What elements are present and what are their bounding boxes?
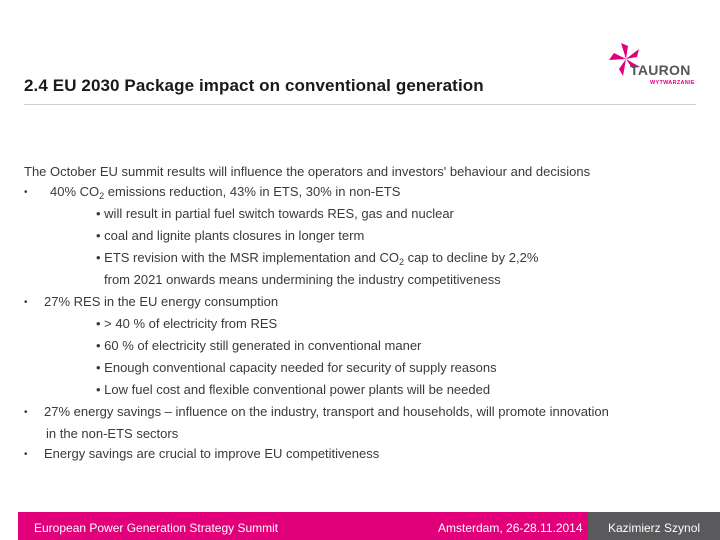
tauron-star-icon — [609, 43, 640, 76]
bullet-1: 40% CO2 emissions reduction, 43% in ETS,… — [50, 184, 401, 201]
bullet-1-sub-1: • will result in partial fuel switch tow… — [96, 206, 454, 221]
footer-pink-band — [18, 512, 588, 540]
title-divider — [24, 104, 696, 105]
slide-title: 2.4 EU 2030 Package impact on convention… — [24, 76, 484, 95]
bullet-1-sub-3: • ETS revision with the MSR implementati… — [96, 250, 539, 267]
logo-wordmark: TAURON — [630, 62, 691, 78]
tauron-logo: TAURON WYTWARZANIE — [606, 40, 702, 92]
footer-place-date: Amsterdam, 26-28.11.2014 — [438, 521, 583, 535]
footer-speaker: Kazimierz Szynol — [608, 521, 701, 535]
bullet-4-marker: • — [24, 449, 28, 460]
bullet-2-sub-1: • > 40 % of electricity from RES — [96, 316, 278, 331]
bullet-2-sub-4: • Low fuel cost and flexible conventiona… — [96, 382, 491, 397]
logo-subtitle: WYTWARZANIE — [650, 80, 695, 86]
footer-bar: European Power Generation Strategy Summi… — [0, 512, 720, 540]
bullet-2-marker: • — [24, 297, 28, 308]
bullet-4: Energy savings are crucial to improve EU… — [44, 446, 380, 461]
bullet-3-cont: in the non-ETS sectors — [46, 426, 179, 441]
bullet-1-sub-3-cont: from 2021 onwards means undermining the … — [104, 272, 501, 287]
bullet-3: 27% energy savings – influence on the in… — [44, 404, 609, 419]
bullet-2: 27% RES in the EU energy consumption — [44, 294, 279, 309]
bullet-1-marker: • — [24, 187, 28, 198]
intro-text: The October EU summit results will influ… — [24, 164, 591, 179]
footer-event: European Power Generation Strategy Summi… — [34, 521, 279, 535]
bullet-2-sub-2: • 60 % of electricity still generated in… — [96, 338, 422, 353]
bullet-3-marker: • — [24, 407, 28, 418]
bullet-2-sub-3: • Enough conventional capacity needed fo… — [96, 360, 497, 375]
bullet-1-sub-2: • coal and lignite plants closures in lo… — [96, 228, 365, 243]
footer-grey-band — [588, 512, 720, 540]
